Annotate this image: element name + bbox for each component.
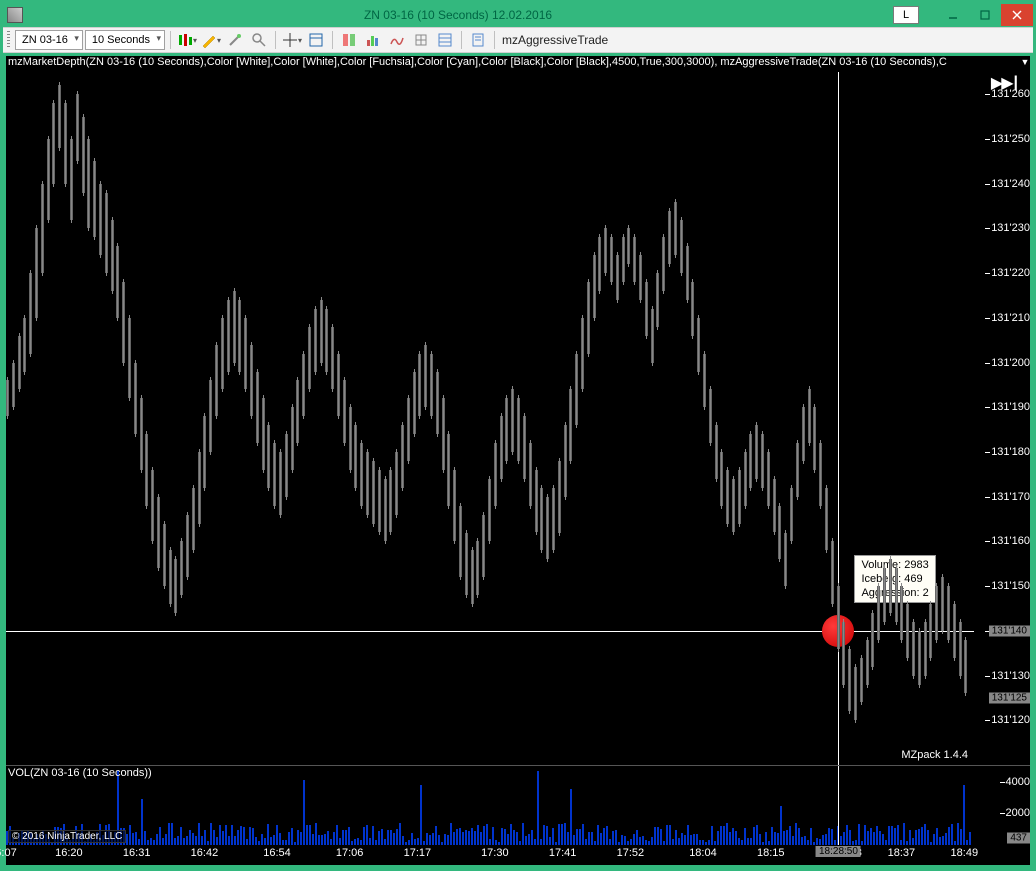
toolbar: ZN 03-16 10 Seconds ▾ ▾ ▾ mzAggressiveTr… xyxy=(3,27,1033,53)
zoom-button[interactable] xyxy=(248,29,270,51)
copyright-label: © 2016 NinjaTrader, LLC xyxy=(8,830,126,843)
data-box-button[interactable] xyxy=(305,29,327,51)
volume-y-axis[interactable]: 40002000437 xyxy=(974,766,1030,845)
expand-dropdown[interactable]: ▼ xyxy=(1020,57,1030,67)
price-y-axis[interactable]: 131'260131'250131'240131'230131'220131'2… xyxy=(974,72,1030,765)
maximize-button[interactable] xyxy=(969,4,1001,26)
app-icon xyxy=(7,7,23,23)
instrument-select[interactable]: ZN 03-16 xyxy=(15,30,83,50)
minimize-button[interactable] xyxy=(937,4,969,26)
window-title: ZN 03-16 (10 Seconds) 12.02.2016 xyxy=(23,8,893,22)
crosshair-button[interactable]: ▾ xyxy=(281,29,303,51)
chart-area[interactable]: mzMarketDepth(ZN 03-16 (10 Seconds),Colo… xyxy=(6,56,1030,865)
strategies-button[interactable] xyxy=(410,29,432,51)
volume-pane[interactable]: VOL(ZN 03-16 (10 Seconds)) © 2016 NinjaT… xyxy=(6,765,1030,845)
price-pane[interactable]: Volume: 2983 Iceberg: 469 Aggression: 2 … xyxy=(6,72,1030,765)
indicator-strip: mzMarketDepth(ZN 03-16 (10 Seconds),Colo… xyxy=(6,56,1020,72)
draw-button[interactable]: ▾ xyxy=(200,29,222,51)
data-series-button[interactable] xyxy=(362,29,384,51)
volume-label: VOL(ZN 03-16 (10 Seconds)) xyxy=(8,767,152,779)
crosshair-vertical xyxy=(838,72,839,765)
watermark: MZpack 1.4.4 xyxy=(901,749,968,761)
close-button[interactable] xyxy=(1001,4,1033,26)
bars-style-button[interactable]: ▾ xyxy=(176,29,198,51)
title-bar: ZN 03-16 (10 Seconds) 12.02.2016 L xyxy=(3,3,1033,27)
interval-select[interactable]: 10 Seconds xyxy=(85,30,165,50)
magic-button[interactable] xyxy=(224,29,246,51)
time-axis[interactable]: 6:0716:2016:3116:4216:5417:0617:1717:301… xyxy=(6,845,1030,865)
properties-button[interactable] xyxy=(434,29,456,51)
link-badge[interactable]: L xyxy=(893,6,919,24)
chart-trader-button[interactable] xyxy=(338,29,360,51)
indicators-button[interactable] xyxy=(386,29,408,51)
indicator-label: mzAggressiveTrade xyxy=(502,33,608,47)
templates-button[interactable] xyxy=(467,29,489,51)
